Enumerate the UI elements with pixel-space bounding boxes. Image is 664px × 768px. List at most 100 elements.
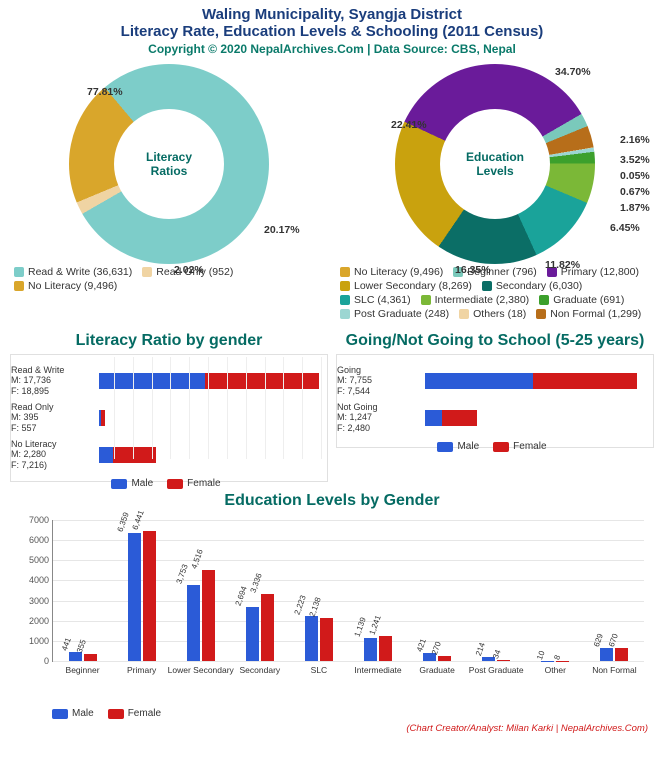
legend-label: Male xyxy=(131,478,153,489)
vbar-group: 1,1391,241Intermediate xyxy=(348,520,407,661)
legend-label: No Literacy (9,496) xyxy=(354,266,443,278)
vbar-group: 3,7534,516Lower Secondary xyxy=(171,520,230,661)
y-tick-label: 0 xyxy=(44,656,53,666)
legend-item: Female xyxy=(167,478,220,489)
vbar-group: 421270Graduate xyxy=(408,520,467,661)
donut-literacy-ratios: LiteracyRatios77.81%2.02%20.17% Read & W… xyxy=(10,64,328,322)
hbar2-chart: GoingM: 7,755F: 7,544Not GoingM: 1,247F:… xyxy=(336,354,654,448)
slice-pct-label: 2.16% xyxy=(620,134,650,146)
hbar-bars xyxy=(425,410,647,426)
slice-pct-label: 0.67% xyxy=(620,186,650,198)
hbar2-title: Going/Not Going to School (5-25 years) xyxy=(336,332,654,350)
hbar-group-label: Read OnlyM: 395F: 557 xyxy=(11,402,99,433)
bar-female xyxy=(533,373,638,389)
y-tick-label: 2000 xyxy=(29,616,53,626)
bar-female xyxy=(101,410,104,426)
vbar-value-label: 214 xyxy=(474,641,487,657)
legend-label: Graduate (691) xyxy=(553,294,624,306)
hbar-group: Read & WriteM: 17,736F: 18,895 xyxy=(11,365,321,396)
x-tick-label: Primary xyxy=(127,665,156,675)
vbar-value-label: 6,441 xyxy=(131,509,146,531)
vbar-male: 629 xyxy=(600,648,613,661)
legend-swatch xyxy=(482,281,492,291)
slice-pct-label: 20.17% xyxy=(264,224,300,236)
legend-item: Intermediate (2,380) xyxy=(421,294,530,306)
y-tick-label: 7000 xyxy=(29,515,53,525)
slice-pct-label: 16.35% xyxy=(455,264,491,276)
hbar-group: No LiteracyM: 2,280F: 7,216) xyxy=(11,439,321,470)
vbar-female: 3,336 xyxy=(261,594,274,661)
vbar-male: 1,139 xyxy=(364,638,377,661)
legend-swatch xyxy=(437,442,453,452)
vbar-female: 670 xyxy=(615,648,628,661)
vbar-legend: Male Female xyxy=(10,706,654,721)
vbar-value-label: 6,359 xyxy=(116,511,131,533)
donut-center-label: EducationLevels xyxy=(466,150,524,178)
legend-item: Male xyxy=(437,441,479,452)
vbar-value-label: 1,241 xyxy=(367,614,382,636)
vbar-value-label: 670 xyxy=(607,632,620,648)
vbar-value-label: 10 xyxy=(535,649,547,660)
legend-swatch xyxy=(340,295,350,305)
legend-swatch xyxy=(340,281,350,291)
legend-item: Post Graduate (248) xyxy=(340,308,449,320)
bar-male xyxy=(99,447,113,463)
legend-swatch xyxy=(167,479,183,489)
bar-male xyxy=(425,373,533,389)
vbar-male: 2,223 xyxy=(305,616,318,661)
x-tick-label: Non Formal xyxy=(592,665,636,675)
x-tick-label: Beginner xyxy=(66,665,100,675)
bar-female xyxy=(113,447,156,463)
hbar-bars xyxy=(425,373,647,389)
legend-label: Male xyxy=(457,441,479,452)
vbar-value-label: 1,139 xyxy=(352,616,367,638)
legend-swatch xyxy=(14,267,24,277)
bar-male xyxy=(425,410,442,426)
legend-label: Female xyxy=(128,708,161,719)
slice-pct-label: 1.87% xyxy=(620,202,650,214)
slice-pct-label: 77.81% xyxy=(87,86,123,98)
vbar-group: 629670Non Formal xyxy=(585,520,644,661)
vbar-value-label: 8 xyxy=(552,654,562,661)
x-tick-label: Other xyxy=(545,665,566,675)
vbar-group: 441355Beginner xyxy=(53,520,112,661)
legend-label: Read & Write (36,631) xyxy=(28,266,132,278)
y-tick-label: 5000 xyxy=(29,555,53,565)
slice-pct-label: 6.45% xyxy=(610,222,640,234)
vbar-value-label: 441 xyxy=(60,636,73,652)
slice-pct-label: 22.41% xyxy=(391,119,427,131)
x-tick-label: Graduate xyxy=(419,665,454,675)
vbar-female: 270 xyxy=(438,656,451,661)
page-subtitle: Literacy Rate, Education Levels & School… xyxy=(10,23,654,40)
vbar-male: 3,753 xyxy=(187,585,200,661)
legend-label: Male xyxy=(72,708,94,719)
vbar-value-label: 2,223 xyxy=(293,594,308,616)
hbar-legend: Male Female xyxy=(11,476,321,491)
vbar-value-label: 270 xyxy=(429,640,442,656)
copyright-text: Copyright © 2020 NepalArchives.Com | Dat… xyxy=(10,42,654,56)
legend-item: Read & Write (36,631) xyxy=(14,266,132,278)
vbar-group: 108Other xyxy=(526,520,585,661)
y-tick-label: 3000 xyxy=(29,596,53,606)
x-tick-label: Lower Secondary xyxy=(168,665,234,675)
donut-literacy-legend: Read & Write (36,631)Read Only (952)No L… xyxy=(10,264,328,294)
legend-item: Others (18) xyxy=(459,308,526,320)
legend-swatch xyxy=(340,267,350,277)
vbar-female: 2,138 xyxy=(320,618,333,661)
hbar-group: GoingM: 7,755F: 7,544 xyxy=(337,365,647,396)
legend-swatch xyxy=(111,479,127,489)
vbar-title: Education Levels by Gender xyxy=(10,492,654,510)
legend-item: Female xyxy=(493,441,546,452)
legend-swatch xyxy=(52,709,68,719)
legend-swatch xyxy=(539,295,549,305)
y-tick-label: 1000 xyxy=(29,636,53,646)
credit-text: (Chart Creator/Analyst: Milan Karki | Ne… xyxy=(10,723,654,734)
legend-swatch xyxy=(421,295,431,305)
vbar-value-label: 4,516 xyxy=(190,548,205,570)
legend-label: Lower Secondary (8,269) xyxy=(354,280,472,292)
hbar-group: Read OnlyM: 395F: 557 xyxy=(11,402,321,433)
legend-label: SLC (4,361) xyxy=(354,294,411,306)
vbar-value-label: 2,138 xyxy=(308,596,323,618)
legend-item: Graduate (691) xyxy=(539,294,624,306)
vbar-female: 34 xyxy=(497,660,510,661)
